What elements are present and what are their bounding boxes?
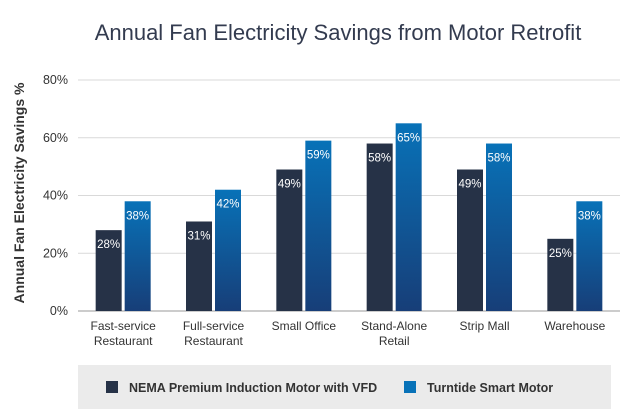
bar-labels: 28% 38% 31% 42% 49% 59% 58% 65% 49% 58% 25% 38% xyxy=(97,132,601,260)
legend-background xyxy=(78,365,611,409)
bar-turntide xyxy=(124,201,151,311)
bar-value-label: 49% xyxy=(458,179,481,191)
bar-turntide xyxy=(395,123,422,311)
bar-value-label: 28% xyxy=(97,239,120,251)
y-axis-ticks: 0% 20% 40% 60% 80% xyxy=(43,73,68,318)
legend-label-nema: NEMA Premium Induction Motor with VFD xyxy=(129,381,377,395)
bar-value-label: 38% xyxy=(126,210,149,222)
legend: NEMA Premium Induction Motor with VFD Tu… xyxy=(78,365,611,409)
bar-nema xyxy=(276,169,303,311)
legend-swatch-nema xyxy=(106,381,118,393)
bar-turntide xyxy=(486,143,512,311)
legend-swatch-turntide xyxy=(404,381,416,393)
bar-value-label: 42% xyxy=(216,199,239,211)
bar-value-label: 25% xyxy=(549,248,572,260)
bar-value-label: 49% xyxy=(278,179,301,191)
y-tick-label: 20% xyxy=(43,246,68,260)
bar-value-label: 58% xyxy=(487,153,510,165)
x-axis-ticks: Fast-serviceRestaurantFull-serviceRestau… xyxy=(90,319,605,348)
bars xyxy=(95,123,603,311)
x-tick-label: Fast-service xyxy=(90,319,156,333)
bar-nema xyxy=(95,230,122,311)
y-tick-label: 40% xyxy=(43,189,68,203)
y-tick-label: 80% xyxy=(43,73,68,87)
x-tick-label: Small Office xyxy=(272,319,337,333)
bar-value-label: 58% xyxy=(368,153,391,165)
y-tick-label: 0% xyxy=(50,304,68,318)
bar-turntide xyxy=(305,140,332,311)
x-tick-label: Retail xyxy=(379,334,410,348)
bar-nema xyxy=(457,169,483,311)
bar-turntide xyxy=(576,201,603,311)
y-axis-label: Annual Fan Electricity Savings % xyxy=(11,82,27,304)
x-tick-label: Strip Mall xyxy=(459,319,509,333)
legend-label-turntide: Turntide Smart Motor xyxy=(427,381,553,395)
bar-value-label: 65% xyxy=(397,132,420,144)
x-tick-label: Restaurant xyxy=(94,334,153,348)
x-tick-label: Warehouse xyxy=(544,319,605,333)
x-tick-label: Full-service xyxy=(183,319,245,333)
x-tick-label: Restaurant xyxy=(184,334,243,348)
bar-nema xyxy=(186,221,212,311)
x-tick-label: Stand-Alone xyxy=(361,319,427,333)
y-tick-label: 60% xyxy=(43,131,68,145)
bar-nema xyxy=(547,238,574,311)
bar-value-label: 31% xyxy=(187,230,210,242)
chart-title: Annual Fan Electricity Savings from Moto… xyxy=(95,20,582,45)
bar-turntide xyxy=(215,189,241,311)
bar-value-label: 38% xyxy=(578,210,601,222)
gridlines xyxy=(78,79,620,312)
bar-value-label: 59% xyxy=(307,150,330,162)
bar-nema xyxy=(366,143,393,311)
